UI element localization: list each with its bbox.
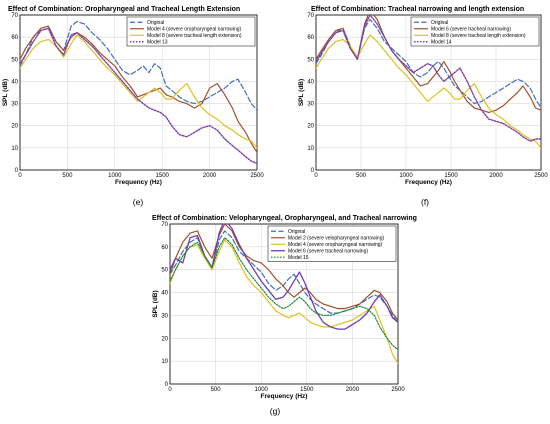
legend-entry: Model 6 (severe tracheal narrowing) [431, 27, 511, 33]
y-tick-label: 70 [11, 13, 18, 19]
y-tick-label: 70 [161, 222, 168, 228]
series-line-3 [170, 239, 398, 364]
series-line-4 [316, 15, 541, 142]
chart-title: Effect of Combination: Tracheal narrowin… [311, 6, 524, 13]
chart-panel-1: 0 500 1000 1500 2000 2500 0 10 20 30 40 50 60 70Effec… [2, 6, 264, 207]
legend-entry: Model 8 (severe tracheal length extensio… [147, 33, 242, 39]
y-axis-label: SPL (dB) [2, 79, 9, 106]
legend-box [126, 16, 256, 47]
y-tick-label: 0 [311, 168, 315, 174]
x-tick-label: 500 [356, 173, 367, 179]
y-tick-label: 40 [11, 79, 18, 85]
legend-entry: Original [147, 20, 164, 26]
y-tick-label: 40 [307, 79, 314, 85]
y-tick-label: 60 [161, 245, 168, 251]
series-group [170, 224, 398, 364]
series-line-5 [170, 237, 398, 351]
legend-entry: Original [431, 20, 448, 26]
y-tick-label: 20 [161, 336, 168, 342]
series-group [316, 15, 541, 149]
panel-letter: (f) [421, 197, 429, 207]
chart-panel-3: 0 500 1000 1500 2000 2500 0 10 20 30 40 50 60 70Effec… [152, 215, 417, 416]
chart-panel-2: 0 500 1000 1500 2000 2500 0 10 20 30 40 50 60 70Effec… [298, 6, 548, 207]
y-tick-label: 60 [307, 35, 314, 41]
legend-entry: Model 13 [147, 40, 168, 46]
y-tick-label: 30 [307, 102, 314, 108]
y-tick-label: 10 [11, 146, 18, 152]
y-tick-label: 40 [161, 291, 168, 297]
legend-entry: Model 8 (severe tracheal length extensio… [431, 33, 526, 39]
legend-entry: Model 4 (severe oropharyngeal narrowing) [288, 242, 383, 248]
plot-border [315, 14, 542, 171]
y-tick-label: 70 [307, 13, 314, 19]
legend-entry: Model 6 (severe tracheal narrowing) [288, 249, 368, 255]
x-tick-label: 1500 [444, 173, 458, 179]
y-axis-label: SPL (dB) [298, 79, 305, 106]
x-tick-label: 2000 [346, 387, 360, 393]
x-tick-label: 2500 [250, 173, 264, 179]
series-line-2 [20, 25, 257, 153]
legend-box [410, 16, 540, 47]
plot-border [19, 14, 258, 171]
y-tick-label: 10 [307, 146, 314, 152]
x-tick-label: 1000 [108, 173, 122, 179]
x-tick-label: 0 [314, 173, 318, 179]
x-tick-label: 0 [18, 173, 22, 179]
panel-letter: (g) [270, 406, 281, 416]
x-axis-label: Frequency (Hz) [261, 393, 308, 400]
legend-entry: Model 14 [431, 40, 452, 46]
y-tick-label: 0 [165, 382, 169, 388]
y-tick-label: 20 [11, 124, 18, 130]
x-tick-label: 1500 [156, 173, 170, 179]
plot-border [169, 223, 399, 385]
y-tick-label: 50 [11, 57, 18, 63]
series-line-3 [316, 34, 541, 149]
y-tick-label: 60 [11, 35, 18, 41]
chart-title: Effect of Combination: Velopharyngeal, O… [152, 215, 417, 222]
y-tick-label: 50 [161, 268, 168, 274]
chart-title: Effect of Combination: Oropharyngeal and… [8, 6, 240, 13]
x-tick-label: 0 [168, 387, 172, 393]
x-tick-label: 500 [62, 173, 73, 179]
legend-box [267, 225, 397, 262]
x-tick-label: 2500 [534, 173, 548, 179]
series-line-2 [170, 224, 398, 321]
y-tick-label: 20 [307, 124, 314, 130]
x-tick-label: 500 [211, 387, 222, 393]
x-tick-label: 1000 [255, 387, 269, 393]
x-tick-label: 1000 [399, 173, 413, 179]
series-line-3 [20, 34, 257, 149]
x-axis-label: Frequency (Hz) [115, 179, 162, 186]
legend-entry: Model 2 (severe velopharyngeal narrowing… [288, 236, 384, 242]
y-tick-label: 0 [15, 168, 19, 174]
x-tick-label: 2500 [391, 387, 405, 393]
legend-entry: Original [288, 229, 305, 235]
legend-entry: Model 15 [288, 255, 309, 261]
series-group [20, 21, 257, 165]
x-tick-label: 2000 [489, 173, 503, 179]
panel-letter: (e) [133, 197, 144, 207]
y-tick-label: 50 [307, 57, 314, 63]
series-line-4 [20, 27, 257, 165]
y-tick-label: 30 [161, 313, 168, 319]
x-tick-label: 2000 [203, 173, 217, 179]
y-tick-label: 10 [161, 359, 168, 365]
x-tick-label: 1500 [300, 387, 314, 393]
y-tick-label: 30 [11, 102, 18, 108]
y-axis-label: SPL (dB) [152, 290, 159, 317]
x-axis-label: Frequency (Hz) [405, 179, 452, 186]
legend-entry: Model 4 (severe oropharyngeal narrowing) [147, 27, 242, 33]
